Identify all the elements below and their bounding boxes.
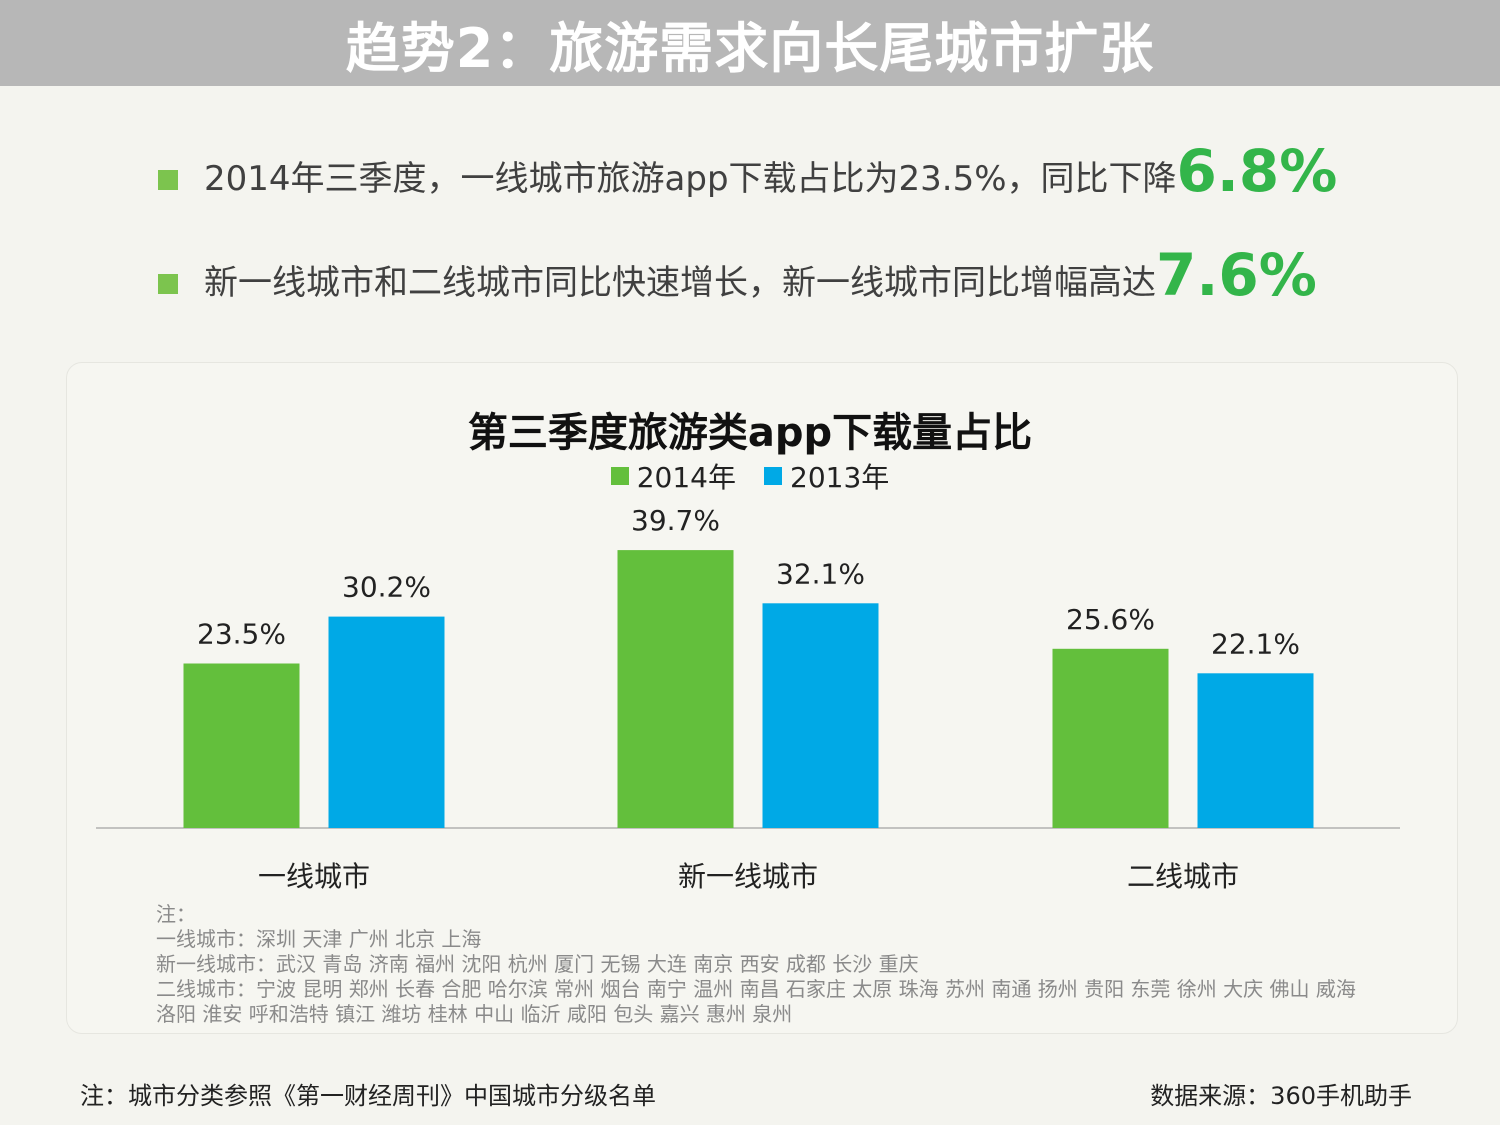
notes-line-1: 一线城市：深圳 天津 广州 北京 上海 bbox=[156, 927, 482, 951]
bullet-square-icon bbox=[158, 274, 178, 294]
legend-swatch-2013 bbox=[764, 467, 782, 485]
data-label-2013-1: 32.1% bbox=[776, 557, 865, 590]
bullet-highlight: 6.8% bbox=[1176, 137, 1338, 205]
bullet-highlight: 7.6% bbox=[1156, 241, 1317, 309]
notes-line-4: 洛阳 淮安 呼和浩特 镇江 潍坊 桂林 中山 临沂 咸阳 包头 嘉兴 惠州 泉州 bbox=[156, 1002, 793, 1026]
bullet-text: 2014年三季度，一线城市旅游app下载占比为23.5%，同比下降 bbox=[204, 159, 1177, 199]
bullet-point-2: 新一线城市和二线城市同比快速增长，新一线城市同比增幅高达 7.6% bbox=[158, 246, 1317, 304]
category-label-0: 一线城市 bbox=[258, 860, 370, 893]
bar-2013-0 bbox=[328, 616, 445, 828]
legend-item-2014: 2014年 bbox=[610, 456, 736, 496]
city-notes: 注： 一线城市：深圳 天津 广州 北京 上海 新一线城市：武汉 青岛 济南 福州… bbox=[156, 902, 1416, 1027]
data-label-2014-2: 25.6% bbox=[1066, 603, 1155, 636]
notes-heading: 注： bbox=[156, 902, 196, 926]
chart-title: 第三季度旅游类app下载量占比 bbox=[467, 410, 1033, 456]
data-label-2014-0: 23.5% bbox=[197, 618, 286, 651]
notes-line-2: 新一线城市：武汉 青岛 济南 福州 沈阳 杭州 厦门 无锡 大连 南京 西安 成… bbox=[156, 952, 919, 976]
data-label-2013-2: 22.1% bbox=[1211, 627, 1300, 660]
bullet-point-1: 2014年三季度，一线城市旅游app下载占比为23.5%，同比下降 6.8% bbox=[158, 142, 1337, 200]
data-source: 数据来源：360手机助手 bbox=[1150, 1082, 1412, 1110]
data-label-2014-1: 39.7% bbox=[631, 504, 720, 537]
bar-2013-1 bbox=[762, 603, 879, 828]
notes-line-3: 二线城市：宁波 昆明 郑州 长春 合肥 哈尔滨 常州 烟台 南宁 温州 南昌 石… bbox=[156, 977, 1356, 1001]
bullet-text: 新一线城市和二线城市同比快速增长，新一线城市同比增幅高达 bbox=[204, 263, 1156, 303]
bar-2014-2 bbox=[1052, 648, 1169, 828]
page-title: 趋势2：旅游需求向长尾城市扩张 bbox=[345, 16, 1155, 80]
category-label-2: 二线城市 bbox=[1127, 860, 1239, 893]
chart-legend: 2014年 2013年 bbox=[0, 456, 1500, 496]
legend-label-2013: 2013年 bbox=[790, 461, 890, 494]
legend-item-2013: 2013年 bbox=[764, 456, 889, 496]
footer-note: 注：城市分类参照《第一财经周刊》中国城市分级名单 bbox=[80, 1082, 656, 1110]
bar-2014-1 bbox=[617, 550, 734, 828]
bar-2013-2 bbox=[1197, 673, 1314, 828]
header-bar: 趋势2：旅游需求向长尾城市扩张 bbox=[0, 0, 1500, 86]
bullet-square-icon bbox=[158, 170, 178, 190]
bar-2014-0 bbox=[183, 663, 300, 828]
category-label-1: 新一线城市 bbox=[678, 860, 818, 893]
data-label-2013-0: 30.2% bbox=[342, 571, 431, 604]
legend-swatch-2014 bbox=[610, 467, 629, 485]
legend-label-2014: 2014年 bbox=[636, 461, 736, 494]
